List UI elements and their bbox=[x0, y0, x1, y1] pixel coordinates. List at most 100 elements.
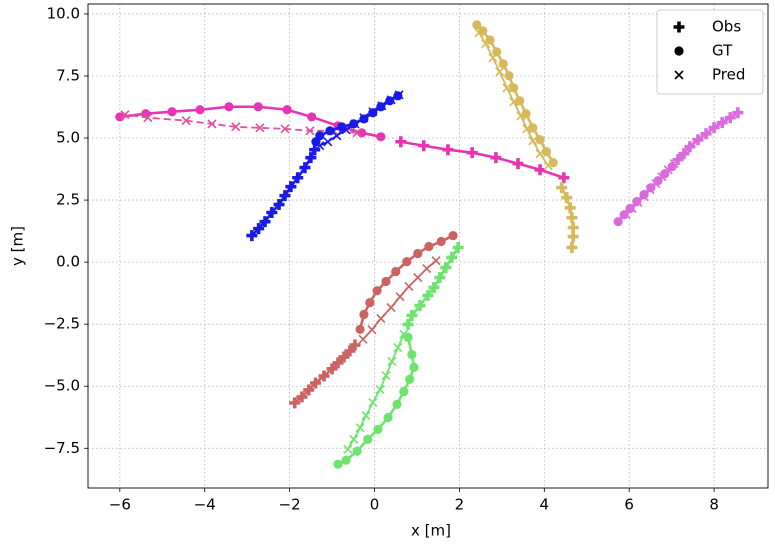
point bbox=[535, 135, 545, 145]
point bbox=[488, 53, 498, 63]
point bbox=[253, 223, 265, 235]
point bbox=[395, 292, 405, 302]
point bbox=[541, 147, 552, 157]
point bbox=[422, 289, 434, 301]
point bbox=[279, 190, 291, 202]
point bbox=[446, 251, 458, 263]
point bbox=[355, 324, 365, 334]
point bbox=[280, 124, 290, 134]
y-tick-label: 7.5 bbox=[56, 66, 80, 84]
point bbox=[621, 210, 631, 220]
point bbox=[395, 136, 407, 148]
legend-marker bbox=[673, 21, 685, 33]
point bbox=[619, 210, 629, 220]
point bbox=[391, 266, 401, 277]
y-tick-label: 2.5 bbox=[56, 191, 80, 209]
x-tick-label: 8 bbox=[709, 496, 719, 514]
point bbox=[181, 116, 191, 126]
point bbox=[556, 182, 568, 194]
point bbox=[516, 111, 526, 121]
point bbox=[359, 309, 369, 320]
point bbox=[684, 141, 696, 153]
point bbox=[310, 377, 322, 389]
point bbox=[393, 342, 403, 353]
point bbox=[323, 137, 333, 147]
point bbox=[403, 332, 413, 342]
point bbox=[373, 424, 383, 435]
point bbox=[512, 158, 524, 170]
trajectory-line bbox=[124, 113, 358, 134]
y-tick-label: 0.0 bbox=[56, 253, 80, 271]
point bbox=[350, 119, 360, 129]
point bbox=[376, 132, 386, 142]
point bbox=[558, 172, 570, 184]
point bbox=[409, 362, 419, 372]
x-tick-label: −4 bbox=[194, 496, 216, 514]
point bbox=[358, 334, 368, 344]
point bbox=[478, 26, 488, 36]
point bbox=[120, 110, 130, 120]
point bbox=[325, 126, 335, 136]
point bbox=[299, 162, 311, 174]
point bbox=[414, 300, 426, 312]
point bbox=[386, 302, 396, 313]
point bbox=[357, 128, 367, 138]
point bbox=[352, 446, 362, 456]
legend: Obs GT Pred bbox=[656, 9, 764, 95]
point bbox=[700, 128, 712, 140]
x-tick-label: −2 bbox=[279, 496, 301, 514]
point bbox=[349, 434, 359, 444]
point bbox=[434, 272, 446, 284]
point bbox=[405, 374, 415, 384]
point bbox=[402, 257, 412, 267]
point bbox=[418, 140, 430, 152]
point bbox=[472, 20, 482, 30]
point bbox=[332, 131, 342, 141]
point bbox=[431, 256, 441, 266]
point bbox=[343, 444, 353, 454]
point bbox=[333, 459, 343, 469]
x-tick-label: 4 bbox=[540, 496, 550, 514]
legend-label: Pred bbox=[712, 66, 745, 84]
point bbox=[399, 386, 409, 397]
point bbox=[481, 39, 491, 49]
point bbox=[625, 203, 635, 214]
point bbox=[365, 297, 375, 308]
trajectory-line bbox=[347, 333, 405, 450]
trajectory-line bbox=[293, 344, 356, 404]
point bbox=[448, 230, 458, 241]
legend-marker bbox=[674, 46, 684, 56]
point bbox=[564, 202, 576, 214]
point bbox=[141, 109, 151, 119]
point bbox=[285, 181, 297, 193]
point bbox=[424, 241, 434, 252]
legend-box bbox=[656, 9, 764, 95]
point bbox=[246, 230, 258, 242]
point bbox=[394, 90, 404, 100]
point bbox=[436, 236, 446, 247]
point bbox=[255, 123, 265, 133]
point bbox=[363, 434, 373, 444]
x-axis-label: x [m] bbox=[411, 522, 451, 540]
point bbox=[315, 131, 325, 141]
point bbox=[678, 148, 690, 160]
point bbox=[490, 152, 502, 164]
point bbox=[115, 112, 125, 122]
point bbox=[504, 71, 514, 81]
x-tick-label: 2 bbox=[455, 496, 465, 514]
point bbox=[399, 329, 409, 339]
y-axis-label: y [m] bbox=[9, 226, 27, 266]
point bbox=[528, 136, 538, 146]
point bbox=[566, 241, 578, 253]
point bbox=[259, 216, 271, 228]
point bbox=[498, 59, 508, 69]
point bbox=[502, 83, 512, 93]
point bbox=[338, 351, 350, 363]
point bbox=[167, 107, 177, 117]
point bbox=[315, 141, 325, 151]
point bbox=[305, 126, 315, 136]
point bbox=[352, 128, 362, 138]
y-tick-label: −5.0 bbox=[44, 377, 80, 395]
point bbox=[224, 102, 234, 112]
